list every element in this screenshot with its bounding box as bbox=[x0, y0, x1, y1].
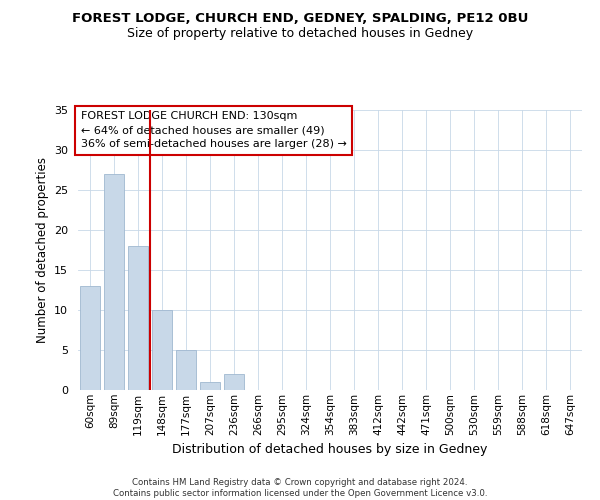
X-axis label: Distribution of detached houses by size in Gedney: Distribution of detached houses by size … bbox=[172, 443, 488, 456]
Bar bbox=[104, 174, 124, 390]
Bar bbox=[176, 350, 196, 390]
Y-axis label: Number of detached properties: Number of detached properties bbox=[35, 157, 49, 343]
Text: Contains HM Land Registry data © Crown copyright and database right 2024.
Contai: Contains HM Land Registry data © Crown c… bbox=[113, 478, 487, 498]
Bar bbox=[80, 286, 100, 390]
Bar bbox=[128, 246, 148, 390]
Bar bbox=[224, 374, 244, 390]
Text: Size of property relative to detached houses in Gedney: Size of property relative to detached ho… bbox=[127, 28, 473, 40]
Text: FOREST LODGE CHURCH END: 130sqm
← 64% of detached houses are smaller (49)
36% of: FOREST LODGE CHURCH END: 130sqm ← 64% of… bbox=[80, 112, 346, 150]
Bar bbox=[152, 310, 172, 390]
Bar bbox=[200, 382, 220, 390]
Text: FOREST LODGE, CHURCH END, GEDNEY, SPALDING, PE12 0BU: FOREST LODGE, CHURCH END, GEDNEY, SPALDI… bbox=[72, 12, 528, 26]
